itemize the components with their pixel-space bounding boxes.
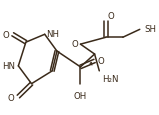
Text: H₂N: H₂N xyxy=(102,74,119,83)
Text: O: O xyxy=(72,39,79,48)
Text: OH: OH xyxy=(74,91,87,100)
Text: O: O xyxy=(8,93,15,102)
Text: HN: HN xyxy=(3,62,16,71)
Text: O: O xyxy=(108,12,114,21)
Text: O: O xyxy=(2,30,9,39)
Text: O: O xyxy=(97,57,104,66)
Text: ►: ► xyxy=(89,59,95,65)
Text: SH: SH xyxy=(145,25,156,34)
Text: NH: NH xyxy=(47,30,60,38)
